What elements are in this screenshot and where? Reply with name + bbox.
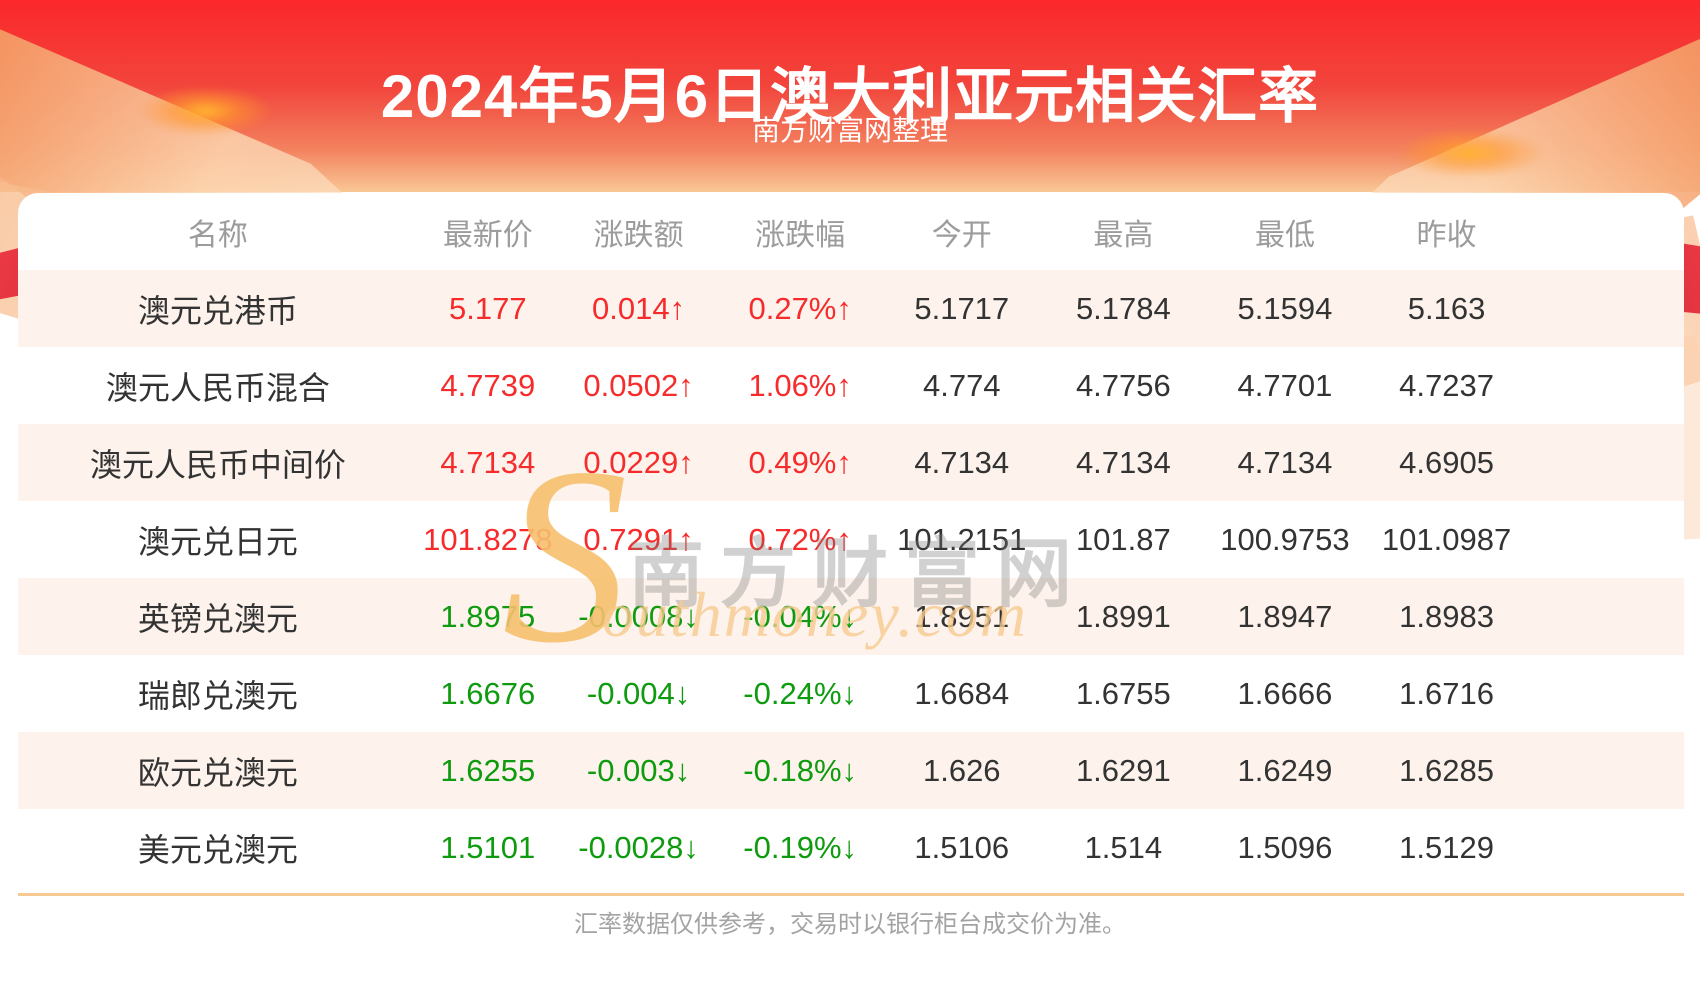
cell-open: 1.626 [922, 752, 1001, 788]
cell-latest: 4.7134 [440, 444, 536, 480]
cell-change: 0.014↑ [592, 290, 686, 326]
cell-high: 1.514 [1084, 829, 1163, 865]
column-header-low: 最低 [1254, 218, 1315, 252]
cell-prev-close: 1.8983 [1399, 598, 1494, 634]
cell-low: 5.1594 [1237, 290, 1333, 326]
cell-open: 5.1717 [914, 290, 1010, 326]
cell-open: 4.774 [922, 367, 1001, 403]
table-row: 英镑兑澳元 1.8975 -0.0008↓ -0.04%↓ 1.8951 1.8991 1.… [18, 578, 1684, 655]
cell-prev-close: 4.6905 [1399, 444, 1494, 480]
cell-open: 4.7134 [914, 444, 1010, 480]
cell-name: 澳元兑日元 [137, 523, 298, 560]
table-row: 澳元人民币混合 4.7739 0.0502↑ 1.06%↑ 4.774 4.7756 4.7… [18, 347, 1684, 424]
cell-latest: 5.177 [449, 290, 527, 326]
cell-change-pct: -0.04%↓ [743, 598, 858, 634]
rates-table: 名称 最新价 涨跌额 涨跌幅 今开 最高 最低 昨收 澳元兑港币 5.177 0.0… [18, 193, 1684, 886]
cell-high: 5.1784 [1075, 290, 1171, 326]
cell-latest: 1.6255 [440, 752, 536, 788]
cell-open: 1.6684 [914, 675, 1010, 711]
cell-change: -0.0008↓ [578, 598, 699, 634]
column-header-name: 名称 [187, 218, 248, 252]
cell-prev-close: 4.7237 [1399, 367, 1494, 403]
column-header-change-pct: 涨跌幅 [755, 218, 846, 252]
cell-change-pct: -0.19%↓ [743, 829, 858, 865]
cell-open: 1.5106 [914, 829, 1010, 865]
cell-high: 1.6755 [1075, 675, 1171, 711]
table-header-row: 名称 最新价 涨跌额 涨跌幅 今开 最高 最低 昨收 [18, 193, 1684, 270]
cell-change-pct: 1.06%↑ [748, 367, 852, 403]
cell-spacer [1527, 809, 1684, 886]
cell-low: 1.6249 [1237, 752, 1333, 788]
cell-prev-close: 1.5129 [1399, 829, 1494, 865]
cell-change-pct: 0.49%↑ [748, 444, 852, 480]
cell-spacer [1527, 347, 1684, 424]
cell-low: 100.9753 [1220, 521, 1350, 557]
table-row: 美元兑澳元 1.5101 -0.0028↓ -0.19%↓ 1.5106 1.514 1.5… [18, 809, 1684, 886]
cell-spacer [1527, 655, 1684, 732]
cell-latest: 1.5101 [440, 829, 536, 865]
cell-prev-close: 101.0987 [1381, 521, 1512, 557]
cell-prev-close: 1.6716 [1399, 675, 1494, 711]
cell-high: 4.7756 [1075, 367, 1171, 403]
cell-low: 1.6666 [1237, 675, 1333, 711]
cell-low: 4.7701 [1237, 367, 1333, 403]
cell-latest: 4.7739 [440, 367, 536, 403]
cell-high: 101.87 [1075, 521, 1171, 557]
cell-prev-close: 5.163 [1407, 290, 1486, 326]
page-subtitle: 南方财富网整理 [751, 115, 948, 146]
table-row: 瑞郎兑澳元 1.6676 -0.004↓ -0.24%↓ 1.6684 1.6755 1.6… [18, 655, 1684, 732]
cell-change: 0.7291↑ [583, 521, 694, 557]
cell-name: 英镑兑澳元 [137, 600, 298, 637]
cell-spacer [1527, 424, 1684, 501]
cell-spacer [1527, 270, 1684, 347]
footer-divider [18, 893, 1684, 896]
cell-low: 1.8947 [1237, 598, 1333, 634]
cell-high: 4.7134 [1075, 444, 1171, 480]
table-row: 澳元人民币中间价 4.7134 0.0229↑ 0.49%↑ 4.7134 4.7134 4… [18, 424, 1684, 501]
table-row: 澳元兑港币 5.177 0.014↑ 0.27%↑ 5.1717 5.1784 5.1594… [18, 270, 1684, 347]
cell-spacer [1527, 501, 1684, 578]
cell-change: -0.003↓ [586, 752, 691, 788]
cell-name: 瑞郎兑澳元 [137, 677, 298, 714]
cell-prev-close: 1.6285 [1399, 752, 1494, 788]
cell-name: 澳元人民币混合 [105, 369, 330, 406]
cell-low: 1.5096 [1237, 829, 1333, 865]
cell-name: 美元兑澳元 [137, 831, 298, 868]
footer-note: 汇率数据仅供参考，交易时以银行柜台成交价为准。 [574, 911, 1126, 938]
cell-spacer [1527, 578, 1684, 655]
table-row: 欧元兑澳元 1.6255 -0.003↓ -0.18%↓ 1.626 1.6291 1.62… [18, 732, 1684, 809]
cell-change-pct: 0.27%↑ [748, 290, 852, 326]
cell-latest: 1.8975 [440, 598, 536, 634]
cell-latest: 1.6676 [440, 675, 536, 711]
cell-name: 澳元人民币中间价 [89, 446, 346, 483]
column-header-prev-close: 昨收 [1416, 218, 1477, 252]
cell-high: 1.8991 [1075, 598, 1171, 634]
column-header-spacer [1527, 193, 1684, 270]
cell-change-pct: -0.24%↓ [743, 675, 858, 711]
cell-latest: 101.8278 [423, 521, 553, 557]
page-title: 2024年5月6日澳大利亚元相关汇率 [380, 63, 1320, 131]
rates-table-card: 名称 最新价 涨跌额 涨跌幅 今开 最高 最低 昨收 澳元兑港币 5.177 0.0… [18, 193, 1684, 886]
column-header-open: 今开 [931, 218, 992, 252]
cell-low: 4.7134 [1237, 444, 1333, 480]
table-row: 澳元兑日元 101.8278 0.7291↑ 0.72%↑ 101.2151 101.87… [18, 501, 1684, 578]
cell-name: 澳元兑港币 [137, 292, 298, 329]
cell-open: 1.8951 [914, 598, 1010, 634]
cell-open: 101.2151 [897, 521, 1027, 557]
cell-change: 0.0502↑ [583, 367, 694, 403]
cell-change-pct: 0.72%↑ [748, 521, 852, 557]
cell-change: -0.004↓ [586, 675, 691, 711]
cell-change: -0.0028↓ [578, 829, 699, 865]
cell-change: 0.0229↑ [583, 444, 694, 480]
column-header-high: 最高 [1093, 218, 1154, 252]
table-body: 澳元兑港币 5.177 0.014↑ 0.27%↑ 5.1717 5.1784 5.1594… [18, 270, 1684, 886]
cell-spacer [1527, 732, 1684, 809]
cell-high: 1.6291 [1075, 752, 1171, 788]
cell-change-pct: -0.18%↓ [743, 752, 858, 788]
column-header-change: 涨跌额 [593, 218, 684, 252]
cell-name: 欧元兑澳元 [137, 754, 298, 791]
column-header-latest: 最新价 [442, 218, 533, 252]
